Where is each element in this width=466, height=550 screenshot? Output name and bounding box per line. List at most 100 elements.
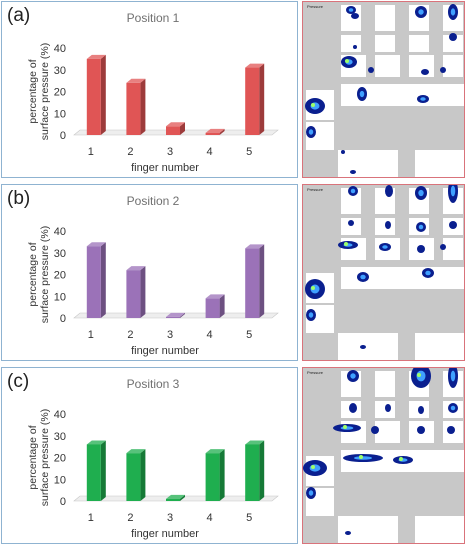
y-tick-label: 40 xyxy=(54,226,66,238)
pressure-blob-outer xyxy=(353,45,357,49)
pressure-blob-outer xyxy=(385,221,391,229)
bar-top xyxy=(126,449,146,454)
x-tick-label: 1 xyxy=(88,146,94,158)
pressure-blob-peak xyxy=(311,286,315,290)
y-axis-label: percentage ofsurface pressure (%) xyxy=(27,43,51,140)
pressure-blob xyxy=(422,268,434,278)
pressure-blob-peak xyxy=(343,425,347,429)
bar-top xyxy=(205,449,225,454)
x-tick-label: 2 xyxy=(127,329,133,341)
panel-label: (c) xyxy=(7,371,30,392)
sensor-pad xyxy=(341,5,361,31)
bar-top xyxy=(245,440,265,445)
pressure-blob-outer xyxy=(421,69,429,75)
sensor-pad xyxy=(338,150,398,177)
pressure-blob xyxy=(411,368,431,388)
bar-side xyxy=(100,242,106,318)
y-tick-label: 20 xyxy=(54,87,66,99)
pressure-blob-outer xyxy=(368,67,374,73)
bar-side xyxy=(180,122,185,135)
pressure-blob-peak xyxy=(344,242,348,246)
sensor-pad xyxy=(375,5,395,31)
pressure-blob xyxy=(349,403,357,413)
bar-side xyxy=(140,449,146,501)
pressure-blob-core xyxy=(354,456,372,460)
pressure-blob-core xyxy=(360,274,366,280)
x-tick-label: 5 xyxy=(246,512,252,524)
pressure-blob-core xyxy=(350,373,356,379)
x-tick-label: 3 xyxy=(167,329,173,341)
bar-finger-1 xyxy=(86,440,106,501)
pressure-blob xyxy=(341,150,345,154)
pressure-blob-core xyxy=(418,189,424,197)
y-axis-label-line: surface pressure (%) xyxy=(39,409,51,506)
pressure-blob-peak xyxy=(399,457,403,461)
y-axis-label-line: percentage of xyxy=(27,59,39,123)
pressure-blob-peak xyxy=(345,59,349,63)
bar-top xyxy=(86,54,106,59)
bar-chart-panel: (b) Position 2 0 10 20 30 40 percentage ofsurfa… xyxy=(1,184,298,361)
sensor-pad xyxy=(341,84,464,106)
x-tick-label: 4 xyxy=(207,329,213,341)
bar-front xyxy=(166,316,180,318)
pressure-blob xyxy=(449,33,457,41)
bar-top xyxy=(126,266,146,271)
pressure-blob-core xyxy=(382,245,388,249)
sensor-pad xyxy=(415,333,464,360)
pressure-map xyxy=(305,185,464,360)
bar-top xyxy=(245,244,265,249)
pressure-blob xyxy=(348,220,354,226)
pressure-blob xyxy=(360,345,366,349)
pressure-blob-outer xyxy=(345,531,351,535)
pressure-blob-peak xyxy=(311,103,315,107)
pressure-map-panel: Pressure xyxy=(302,1,465,178)
pressure-blob xyxy=(371,426,379,434)
y-axis-label-line: percentage of xyxy=(27,242,39,306)
bar-finger-4 xyxy=(205,449,225,501)
bar-side xyxy=(180,494,185,501)
y-tick-label: 20 xyxy=(54,453,66,465)
chart-title: Position 3 xyxy=(127,377,180,391)
pressure-blob xyxy=(346,6,356,14)
sensor-pad xyxy=(415,516,464,543)
pressure-blob xyxy=(448,403,458,413)
bar-finger-4 xyxy=(205,128,225,135)
pressure-blob xyxy=(448,368,458,388)
pressure-blob xyxy=(417,95,429,103)
pressure-map xyxy=(303,368,464,543)
pressure-blob-outer xyxy=(418,406,424,414)
bar-side xyxy=(259,63,265,136)
bar-chart-panel: (a) Position 1 0 10 20 30 40 percentage ofsurfa… xyxy=(1,1,298,178)
pressure-blob-outer xyxy=(371,426,379,434)
pressure-blob xyxy=(306,487,316,499)
pressure-blob xyxy=(303,460,327,476)
chart-title: Position 2 xyxy=(127,194,180,208)
pressure-blob xyxy=(379,243,391,251)
pressure-blob-outer xyxy=(348,220,354,226)
pressure-blob xyxy=(440,67,446,73)
y-tick-label: 30 xyxy=(54,65,66,77)
bar-finger-3 xyxy=(166,494,185,501)
y-tick-label: 0 xyxy=(60,496,66,508)
x-tick-label: 4 xyxy=(207,146,213,158)
x-tick-label: 4 xyxy=(207,512,213,524)
pressure-blob xyxy=(350,170,356,174)
bar-side xyxy=(219,449,225,501)
bar-front xyxy=(166,126,180,135)
pressure-map-panel: Pressure xyxy=(302,367,465,544)
bar-side xyxy=(259,244,265,318)
bar-front xyxy=(245,248,260,318)
bar-top xyxy=(86,242,106,247)
pressure-blob-core xyxy=(308,490,314,496)
pressure-blob xyxy=(306,309,316,321)
pressure-blob-outer xyxy=(449,221,457,229)
bar-finger-5 xyxy=(245,244,265,318)
y-tick-label: 30 xyxy=(54,431,66,443)
bar-finger-2 xyxy=(126,449,146,501)
bar-top xyxy=(166,312,185,317)
pressure-map-label: Pressure xyxy=(307,4,324,9)
pressure-blob-core xyxy=(420,97,426,101)
sensor-pad xyxy=(341,35,361,52)
chart-title: Position 1 xyxy=(127,11,180,25)
pressure-blob xyxy=(385,185,393,197)
